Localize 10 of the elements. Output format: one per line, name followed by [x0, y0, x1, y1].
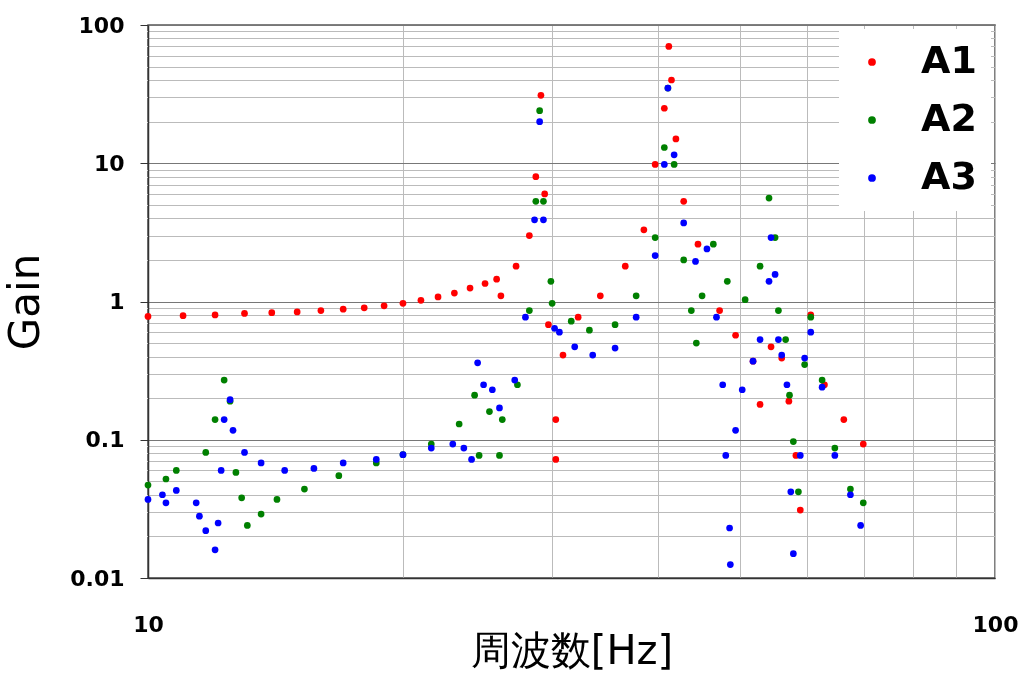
- legend-label: A2: [921, 96, 977, 140]
- y-tick-label: 1: [109, 289, 125, 314]
- y-tick-label: 0.1: [85, 427, 125, 453]
- y-tick-label: 0.01: [70, 565, 125, 591]
- y-axis-title: Gain: [0, 253, 50, 351]
- legend-label: A1: [921, 38, 977, 82]
- x-axis-title: 周波数[Hz]: [470, 626, 674, 673]
- y-tick-label: 10: [93, 150, 125, 176]
- legend-label: A3: [921, 154, 977, 198]
- y-tick-label: 100: [78, 12, 125, 38]
